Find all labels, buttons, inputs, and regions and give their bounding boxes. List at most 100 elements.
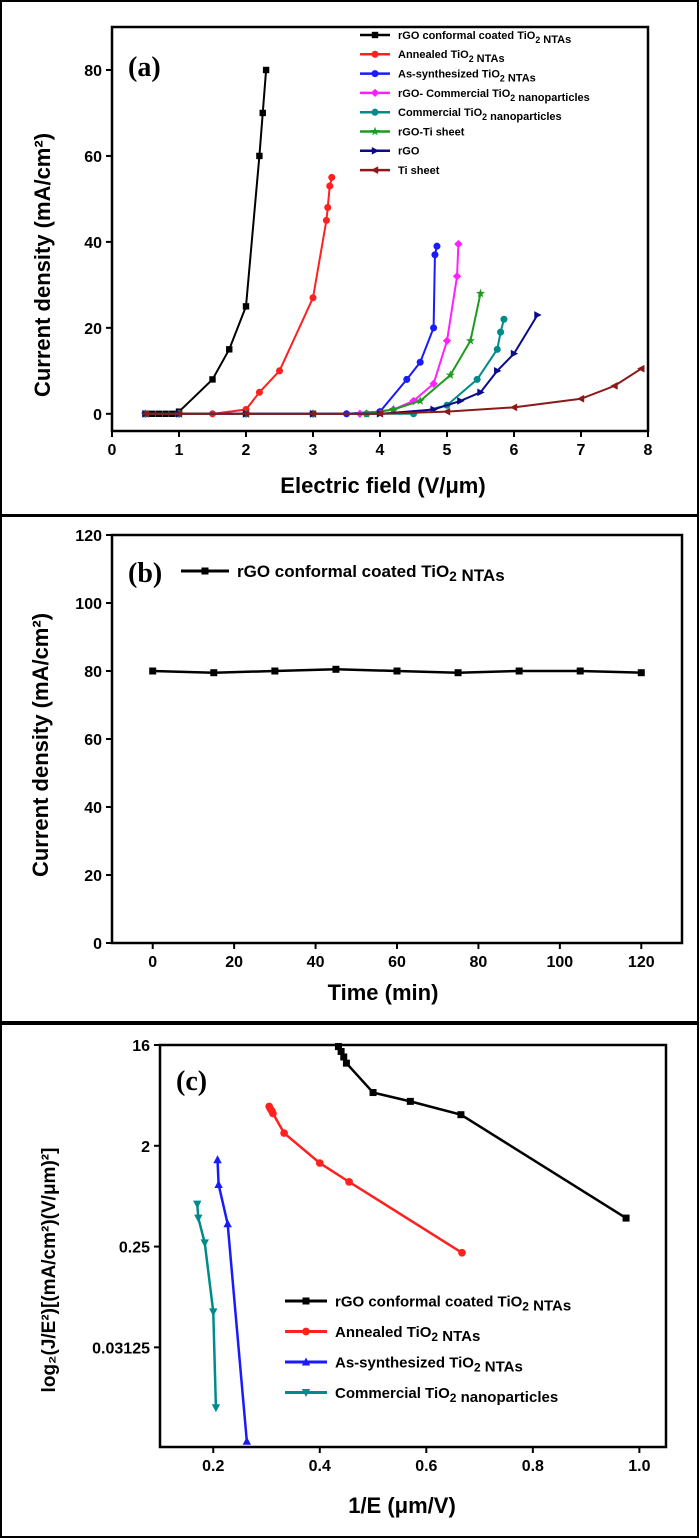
data-point — [326, 182, 334, 190]
data-point — [477, 388, 485, 397]
plot-area-b — [110, 533, 684, 945]
data-point — [259, 109, 266, 117]
panel-b: 0 20 40 60 80 100 120 0 20 40 60 80 100 120 rGO confor… — [75, 528, 684, 971]
data-point — [416, 358, 424, 366]
data-point — [315, 1159, 324, 1167]
legend-marker — [371, 146, 380, 155]
data-point — [534, 311, 542, 319]
data-point — [340, 1053, 348, 1061]
data-point — [345, 1178, 353, 1186]
series-c-2 — [213, 1155, 252, 1445]
x-tick-label: 120 — [628, 954, 655, 971]
data-point — [473, 375, 481, 383]
x-tick-label: 60 — [388, 954, 406, 971]
series-c-0 — [334, 1043, 630, 1222]
data-point — [174, 409, 183, 418]
legend-label: Commercial TiO2 nanoparticles — [398, 107, 562, 123]
data-point — [271, 667, 279, 675]
series-a-0 — [142, 66, 270, 418]
x-tick-label: 100 — [547, 954, 574, 971]
data-point — [275, 367, 284, 375]
legend-marker — [302, 1327, 310, 1336]
panel-b-xlabel: Time (min) — [328, 980, 439, 1005]
x-tick-label: 0 — [108, 442, 117, 459]
data-point — [509, 403, 518, 412]
data-point — [403, 375, 411, 383]
data-point — [442, 336, 452, 345]
data-point — [457, 397, 465, 405]
series-line — [145, 177, 333, 415]
data-point — [415, 396, 425, 405]
data-point — [369, 1089, 377, 1097]
data-point — [576, 667, 584, 675]
legend-marker — [201, 567, 209, 575]
series-line — [196, 1204, 218, 1408]
panel-b-label: (b) — [128, 558, 162, 589]
x-tick-label: 3 — [309, 442, 318, 459]
y-tick-label: 0.25 — [119, 1240, 150, 1257]
data-point — [442, 407, 451, 416]
y-tick-label: 0 — [93, 936, 102, 953]
x-tick-label: 1.0 — [628, 1458, 650, 1475]
data-point — [497, 328, 505, 336]
x-tick-label: 4 — [376, 442, 385, 459]
data-point — [610, 382, 618, 390]
y-tick-label: 100 — [75, 596, 102, 613]
series-line — [145, 314, 539, 415]
data-point — [280, 1129, 288, 1137]
data-point — [429, 379, 438, 388]
data-point — [193, 1200, 202, 1209]
data-point — [214, 1179, 223, 1188]
legend-label: Annealed TiO2 NTAs — [398, 49, 505, 65]
data-point — [622, 1214, 630, 1222]
panel-c-xlabel: 1/E (μm/V) — [348, 1493, 456, 1518]
panel-c-ylabel: log₂(J/E²)[(mA/cm²)(V/μm)²] — [39, 1148, 60, 1393]
data-point — [256, 152, 263, 160]
series-line — [145, 244, 460, 415]
x-tick-label: 7 — [577, 442, 586, 459]
y-tick-label: 40 — [84, 235, 102, 252]
data-point — [324, 203, 332, 212]
data-point — [515, 667, 523, 675]
legend-marker — [370, 126, 380, 136]
data-point — [494, 366, 502, 375]
y-tick-label: 20 — [84, 868, 102, 885]
data-point — [431, 251, 439, 259]
panel-b-ylabel: Current density (mA/cm²) — [28, 613, 53, 877]
data-point — [210, 669, 218, 677]
data-point — [375, 409, 384, 418]
legend-marker — [370, 88, 380, 98]
series-c-3 — [193, 1200, 221, 1413]
x-tick-label: 1 — [175, 442, 184, 459]
data-point — [493, 345, 501, 353]
data-point — [457, 1111, 465, 1119]
y-tick-label: 80 — [84, 664, 102, 681]
series-line — [145, 367, 642, 415]
legend-label: rGO- Commercial TiO2 nanoparticles — [398, 88, 590, 104]
legend-marker — [302, 1297, 310, 1305]
legend-label: Commercial TiO2 nanoparticles — [335, 1385, 558, 1406]
legend-label: rGO conformal coated TiO2 NTAs — [335, 1293, 571, 1314]
data-point — [433, 242, 441, 250]
x-tick-label: 5 — [443, 442, 452, 459]
data-point — [226, 346, 233, 353]
y-tick-label: 40 — [84, 800, 102, 817]
series-line — [337, 1045, 627, 1220]
legend-marker — [371, 50, 379, 58]
data-point — [149, 667, 157, 675]
data-point — [475, 288, 486, 298]
data-point — [141, 409, 149, 418]
y-tick-label: 60 — [84, 732, 102, 749]
data-point — [309, 294, 317, 302]
data-point — [458, 1248, 466, 1257]
series-a-2 — [141, 242, 441, 418]
y-tick-label: 80 — [84, 63, 102, 80]
panel-c-frame — [0, 1023, 699, 1538]
x-tick-label: 80 — [470, 954, 488, 971]
series-line — [216, 1159, 249, 1442]
legend-label: rGO conformal coated TiO2 NTAs — [237, 562, 505, 585]
data-point — [342, 1059, 350, 1067]
panel-c-label: (c) — [176, 1066, 207, 1097]
